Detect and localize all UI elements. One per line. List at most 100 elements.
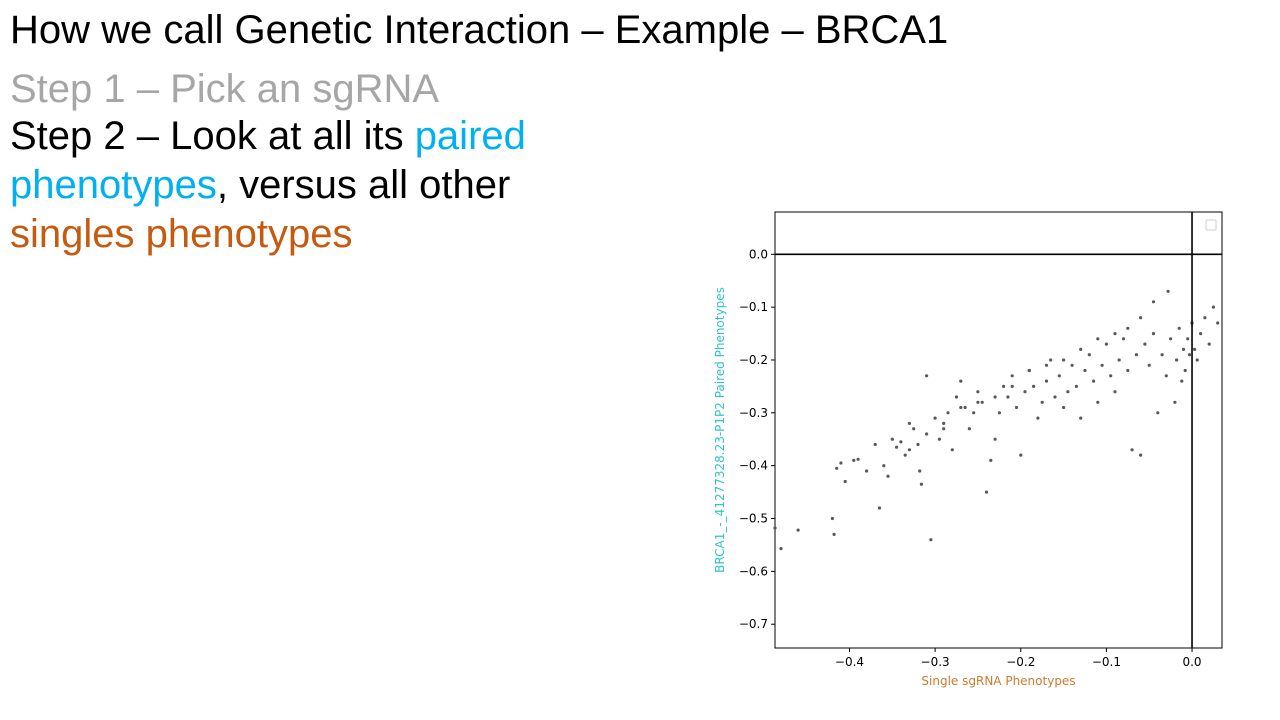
data-point bbox=[1087, 353, 1091, 357]
data-point bbox=[925, 432, 929, 436]
data-point bbox=[796, 528, 800, 532]
data-point bbox=[1175, 358, 1179, 362]
x-tick-label: 0.0 bbox=[1182, 655, 1201, 669]
data-point bbox=[918, 469, 922, 473]
data-point bbox=[1181, 347, 1186, 351]
data-point bbox=[1096, 337, 1100, 341]
data-point bbox=[1117, 358, 1121, 362]
data-point bbox=[1166, 289, 1170, 293]
data-point bbox=[919, 482, 923, 486]
data-point bbox=[1134, 353, 1138, 357]
data-point bbox=[925, 374, 929, 378]
plot-area bbox=[774, 211, 1223, 649]
data-point bbox=[873, 442, 877, 447]
data-point bbox=[1070, 363, 1074, 367]
data-point bbox=[779, 547, 783, 551]
y-tick-label: −0.5 bbox=[739, 512, 768, 526]
scatter-chart: −0.4 −0.3 −0.2 −0.1 0.0 0.0 −0.1 −0.2 −0.3 −0.4−… bbox=[700, 200, 1260, 705]
data-point bbox=[835, 466, 839, 470]
data-point bbox=[852, 458, 856, 462]
data-point bbox=[773, 526, 777, 530]
data-point bbox=[980, 400, 984, 404]
data-point bbox=[899, 440, 903, 444]
y-tick-label: −0.6 bbox=[739, 564, 768, 578]
data-point bbox=[942, 427, 946, 431]
data-point bbox=[946, 411, 950, 415]
data-point bbox=[1036, 416, 1040, 420]
data-point bbox=[967, 427, 971, 431]
data-point bbox=[1062, 358, 1066, 362]
data-point bbox=[1186, 337, 1190, 341]
data-point bbox=[830, 516, 834, 521]
data-point bbox=[1126, 368, 1130, 373]
slide-title: How we call Genetic Interaction – Exampl… bbox=[10, 8, 949, 52]
data-point bbox=[912, 427, 916, 431]
data-point bbox=[1143, 342, 1147, 346]
data-point bbox=[1079, 416, 1083, 420]
data-point bbox=[1121, 337, 1126, 341]
data-point bbox=[1032, 384, 1036, 388]
step-2-middle: , versus all other bbox=[216, 163, 511, 207]
data-point bbox=[1156, 411, 1160, 415]
data-point bbox=[916, 442, 920, 447]
data-point bbox=[1126, 326, 1130, 330]
data-point bbox=[963, 405, 967, 410]
data-point bbox=[903, 453, 907, 457]
data-point bbox=[989, 458, 993, 462]
data-point bbox=[954, 395, 959, 399]
data-point bbox=[1183, 368, 1187, 373]
data-point bbox=[1139, 316, 1143, 320]
data-point bbox=[882, 464, 886, 468]
data-point bbox=[1006, 395, 1010, 399]
data-point bbox=[907, 421, 911, 425]
data-point bbox=[877, 506, 882, 510]
data-point bbox=[1002, 384, 1006, 388]
y-tick-label: −0.1 bbox=[739, 300, 768, 314]
x-axis-ticks: −0.4 −0.3 −0.2 −0.1 0.0 bbox=[835, 648, 1202, 669]
data-point bbox=[1180, 379, 1184, 383]
x-tick-label: −0.1 bbox=[1092, 655, 1121, 669]
data-point bbox=[933, 416, 937, 420]
data-point bbox=[895, 445, 899, 449]
data-point bbox=[929, 538, 933, 542]
y-axis-label: BRCA1_-_41277328.23-P1P2 Paired Phenotyp… bbox=[713, 287, 727, 573]
data-point bbox=[1169, 337, 1173, 341]
data-point bbox=[1207, 342, 1211, 346]
data-point bbox=[976, 390, 980, 394]
y-tick-label: 0.0 bbox=[749, 247, 768, 261]
paired-phenotypes-text: paired phenotypes bbox=[10, 114, 526, 207]
data-point bbox=[1079, 347, 1083, 351]
step-2-text: Step 2 – Look at all its paired phenotyp… bbox=[10, 112, 570, 259]
data-point bbox=[1053, 395, 1057, 399]
data-point bbox=[1019, 453, 1023, 457]
data-point bbox=[1040, 400, 1044, 404]
data-point bbox=[1044, 379, 1049, 383]
data-point bbox=[1074, 384, 1078, 388]
singles-phenotypes-text: singles phenotypes bbox=[10, 212, 353, 256]
data-point bbox=[1160, 353, 1164, 357]
data-point bbox=[1049, 358, 1053, 362]
data-point bbox=[1109, 374, 1113, 378]
data-point bbox=[843, 479, 847, 484]
x-tick-label: −0.2 bbox=[1006, 655, 1035, 669]
data-point bbox=[984, 490, 989, 494]
y-tick-label: −0.2 bbox=[739, 353, 768, 367]
data-point bbox=[1010, 374, 1014, 378]
data-point bbox=[1139, 453, 1143, 457]
scatter-chart-svg: −0.4 −0.3 −0.2 −0.1 0.0 0.0−0.1−0.2−0.3−0.4−… bbox=[713, 211, 1223, 688]
data-point bbox=[1100, 363, 1104, 367]
data-point bbox=[856, 457, 860, 461]
y-axis-ticks: 0.0 −0.1 −0.2 −0.3 −0.4 −0.5 −0.6 −0.7 bbox=[739, 247, 775, 631]
data-point bbox=[1187, 353, 1192, 357]
data-point bbox=[890, 437, 894, 441]
data-point bbox=[976, 400, 980, 404]
data-point bbox=[993, 437, 997, 441]
data-point bbox=[1066, 390, 1070, 394]
data-point bbox=[1092, 379, 1096, 383]
data-point bbox=[1130, 448, 1134, 452]
data-point bbox=[937, 437, 941, 441]
data-point bbox=[1096, 400, 1100, 404]
y-tick-label: −0.4 bbox=[739, 459, 768, 473]
data-point bbox=[1104, 342, 1108, 346]
data-point bbox=[1151, 300, 1156, 304]
